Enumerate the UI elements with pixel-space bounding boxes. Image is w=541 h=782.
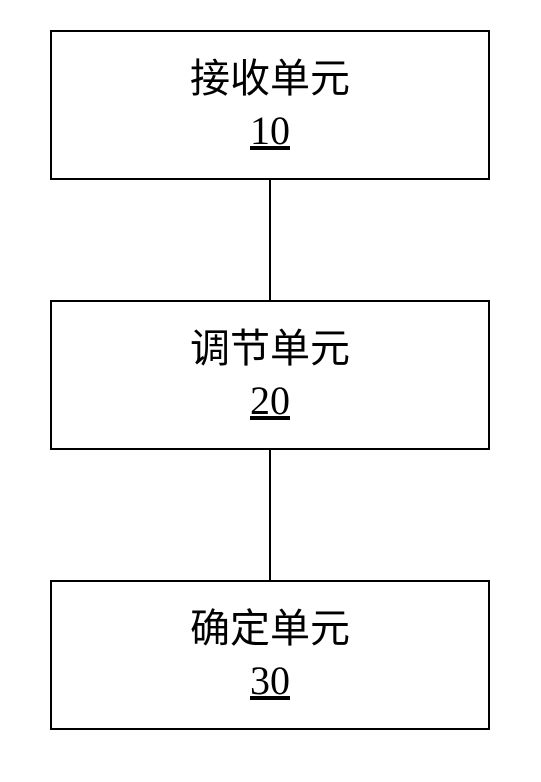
node-title: 接收单元: [190, 53, 350, 105]
node-receiving-unit: 接收单元 10: [50, 30, 490, 180]
node-title: 调节单元: [190, 323, 350, 375]
node-number: 10: [250, 105, 290, 157]
node-title: 确定单元: [190, 603, 350, 655]
node-determination-unit: 确定单元 30: [50, 580, 490, 730]
node-number: 30: [250, 655, 290, 707]
connector-2-3: [269, 450, 271, 580]
flowchart-diagram: 接收单元 10 调节单元 20 确定单元 30: [0, 0, 541, 782]
connector-1-2: [269, 180, 271, 300]
node-adjustment-unit: 调节单元 20: [50, 300, 490, 450]
node-number: 20: [250, 375, 290, 427]
